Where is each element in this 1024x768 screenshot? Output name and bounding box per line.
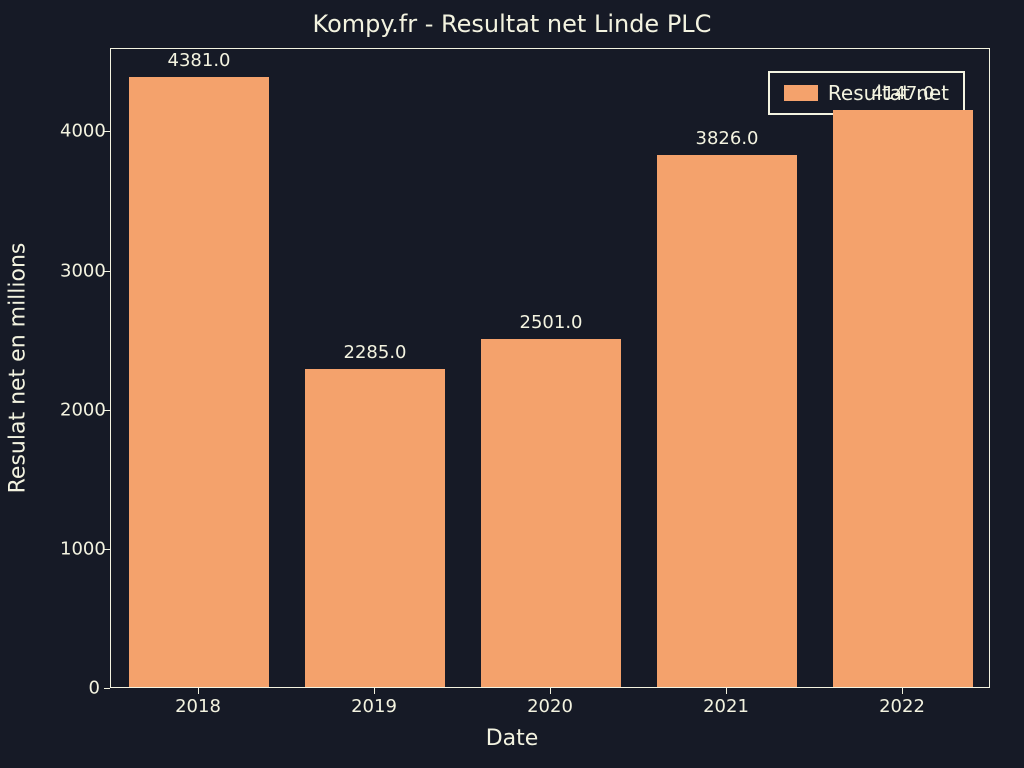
y-tick-label: 0 [60, 678, 100, 699]
legend-swatch [784, 85, 818, 101]
x-tick-label: 2022 [879, 696, 925, 717]
x-tick-mark [550, 688, 551, 694]
legend: Resultat net [768, 71, 965, 115]
x-tick-label: 2020 [527, 696, 573, 717]
bar-value-label: 2285.0 [344, 342, 407, 363]
bar-value-label: 4147.0 [872, 83, 935, 104]
x-tick-mark [726, 688, 727, 694]
x-tick-mark [902, 688, 903, 694]
y-tick-label: 1000 [60, 538, 100, 559]
x-tick-mark [374, 688, 375, 694]
bar [129, 77, 270, 687]
y-tick-label: 2000 [60, 399, 100, 420]
bar-value-label: 2501.0 [520, 312, 583, 333]
x-tick-label: 2018 [175, 696, 221, 717]
bar [657, 155, 798, 687]
x-tick-label: 2019 [351, 696, 397, 717]
chart-figure: Kompy.fr - Resultat net Linde PLC Resula… [0, 0, 1024, 768]
x-axis-label: Date [0, 726, 1024, 751]
bar [305, 369, 446, 687]
y-tick-label: 4000 [60, 121, 100, 142]
y-tick-label: 3000 [60, 260, 100, 281]
bar-value-label: 3826.0 [696, 128, 759, 149]
x-tick-label: 2021 [703, 696, 749, 717]
bar [833, 110, 974, 687]
y-axis-label: Resulat net en millions [6, 243, 31, 494]
y-tick-mark [104, 688, 110, 689]
bar [481, 339, 622, 687]
bar-value-label: 4381.0 [168, 50, 231, 71]
x-tick-mark [198, 688, 199, 694]
chart-title: Kompy.fr - Resultat net Linde PLC [0, 10, 1024, 38]
plot-area: Resultat net 4381.0 2285.0 2501.0 3826.0 414… [110, 48, 990, 688]
